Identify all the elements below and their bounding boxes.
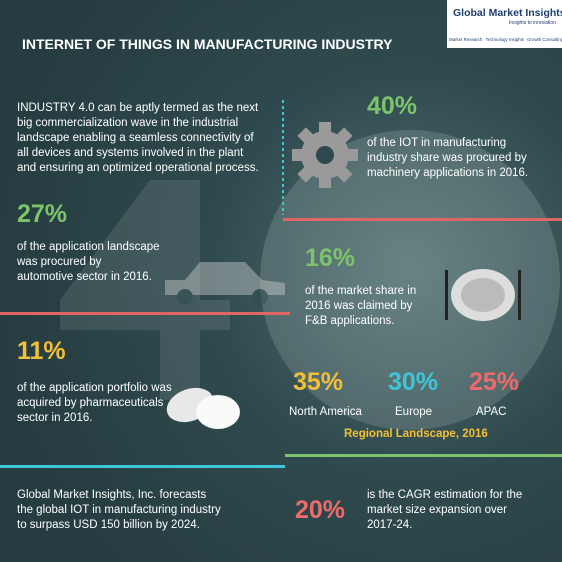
divider (285, 454, 562, 457)
logo-items: Market Research Technology Insights Growth… (449, 37, 562, 42)
text-line: 2016 was claimed by (305, 300, 413, 312)
globe (260, 130, 560, 430)
region-name: APAC (476, 406, 507, 418)
car-icon (165, 262, 285, 305)
text-line: big commercialization wave in the indust… (17, 117, 239, 129)
stat-text: of the application landscape was procured… (17, 240, 160, 285)
stat-text: of the application portfolio was acquired… (17, 381, 172, 426)
divider (0, 465, 285, 468)
text-line: F&B applications. (305, 315, 395, 327)
logo-item: Growth Consulting (527, 37, 562, 42)
text-line: to surpass USD 150 billion by 2024. (17, 519, 200, 531)
region-name: North America (289, 406, 362, 418)
stat-text: of the market share in 2016 was claimed b… (305, 284, 416, 329)
text-line: of the application portfolio was (17, 382, 172, 394)
big-four (60, 180, 230, 400)
region-value: 25% (469, 368, 520, 396)
text-line: is the CAGR estimation for the (367, 489, 523, 501)
plate-icon (445, 269, 521, 321)
text-line: market size expansion over (367, 504, 507, 516)
cagr-value: 20% (295, 496, 346, 524)
region-name: Europe (395, 406, 433, 418)
text-line: of the IOT in manufacturing (367, 137, 507, 149)
text-line: all devices and systems involved in the … (17, 147, 244, 159)
text-line: machinery applications in 2016. (367, 167, 529, 179)
text-line: sector in 2016. (17, 412, 93, 424)
divider (0, 312, 290, 315)
text-line: industry share was procured by (367, 152, 527, 164)
logo-item: Technology Insights (485, 37, 525, 42)
stat-value: 11% (17, 337, 66, 365)
stat-value: 27% (17, 200, 68, 228)
stat-value: 40% (367, 92, 418, 120)
region-value: 30% (388, 368, 439, 396)
text-line: landscape enabling a seamless connectivi… (17, 132, 254, 144)
logo-item: Market Research (449, 37, 483, 42)
text-line: automotive sector in 2016. (17, 271, 152, 283)
text-line: 2017-24. (367, 519, 413, 531)
logo-name: Global Market Insights (453, 7, 562, 19)
text-line: of the application landscape (17, 241, 160, 253)
text-line: was procured by (17, 256, 102, 268)
logo: Global Market Insights Insights to innov… (447, 0, 562, 48)
stat-text: of the IOT in manufacturing industry shar… (367, 136, 528, 181)
pills-icon (166, 387, 240, 429)
regional-caption: Regional Landscape, 2016 (344, 428, 488, 440)
text-line: acquired by pharmaceuticals (17, 397, 164, 409)
text-line: of the market share in (305, 285, 417, 297)
text-line: the global IOT in manufacturing industry (17, 504, 221, 516)
divider (283, 218, 562, 221)
text-line: Global Market Insights, Inc. forecasts (17, 489, 207, 501)
title: INTERNET OF THINGS IN MANUFACTURING INDU… (22, 36, 393, 52)
gear-icon (292, 122, 358, 188)
intro: INDUSTRY 4.0 can be aptly termed as the … (17, 101, 259, 176)
logo-tagline: Insights to innovation (509, 20, 556, 26)
stat-value: 16% (305, 244, 356, 272)
cagr-text: is the CAGR estimation for the market siz… (367, 488, 522, 533)
text-line: and ensuring an optimized operational pr… (17, 162, 259, 174)
text-line: INDUSTRY 4.0 can be aptly termed as the … (17, 102, 259, 114)
footer-text: Global Market Insights, Inc. forecasts th… (17, 488, 221, 533)
region-value: 35% (293, 368, 344, 396)
